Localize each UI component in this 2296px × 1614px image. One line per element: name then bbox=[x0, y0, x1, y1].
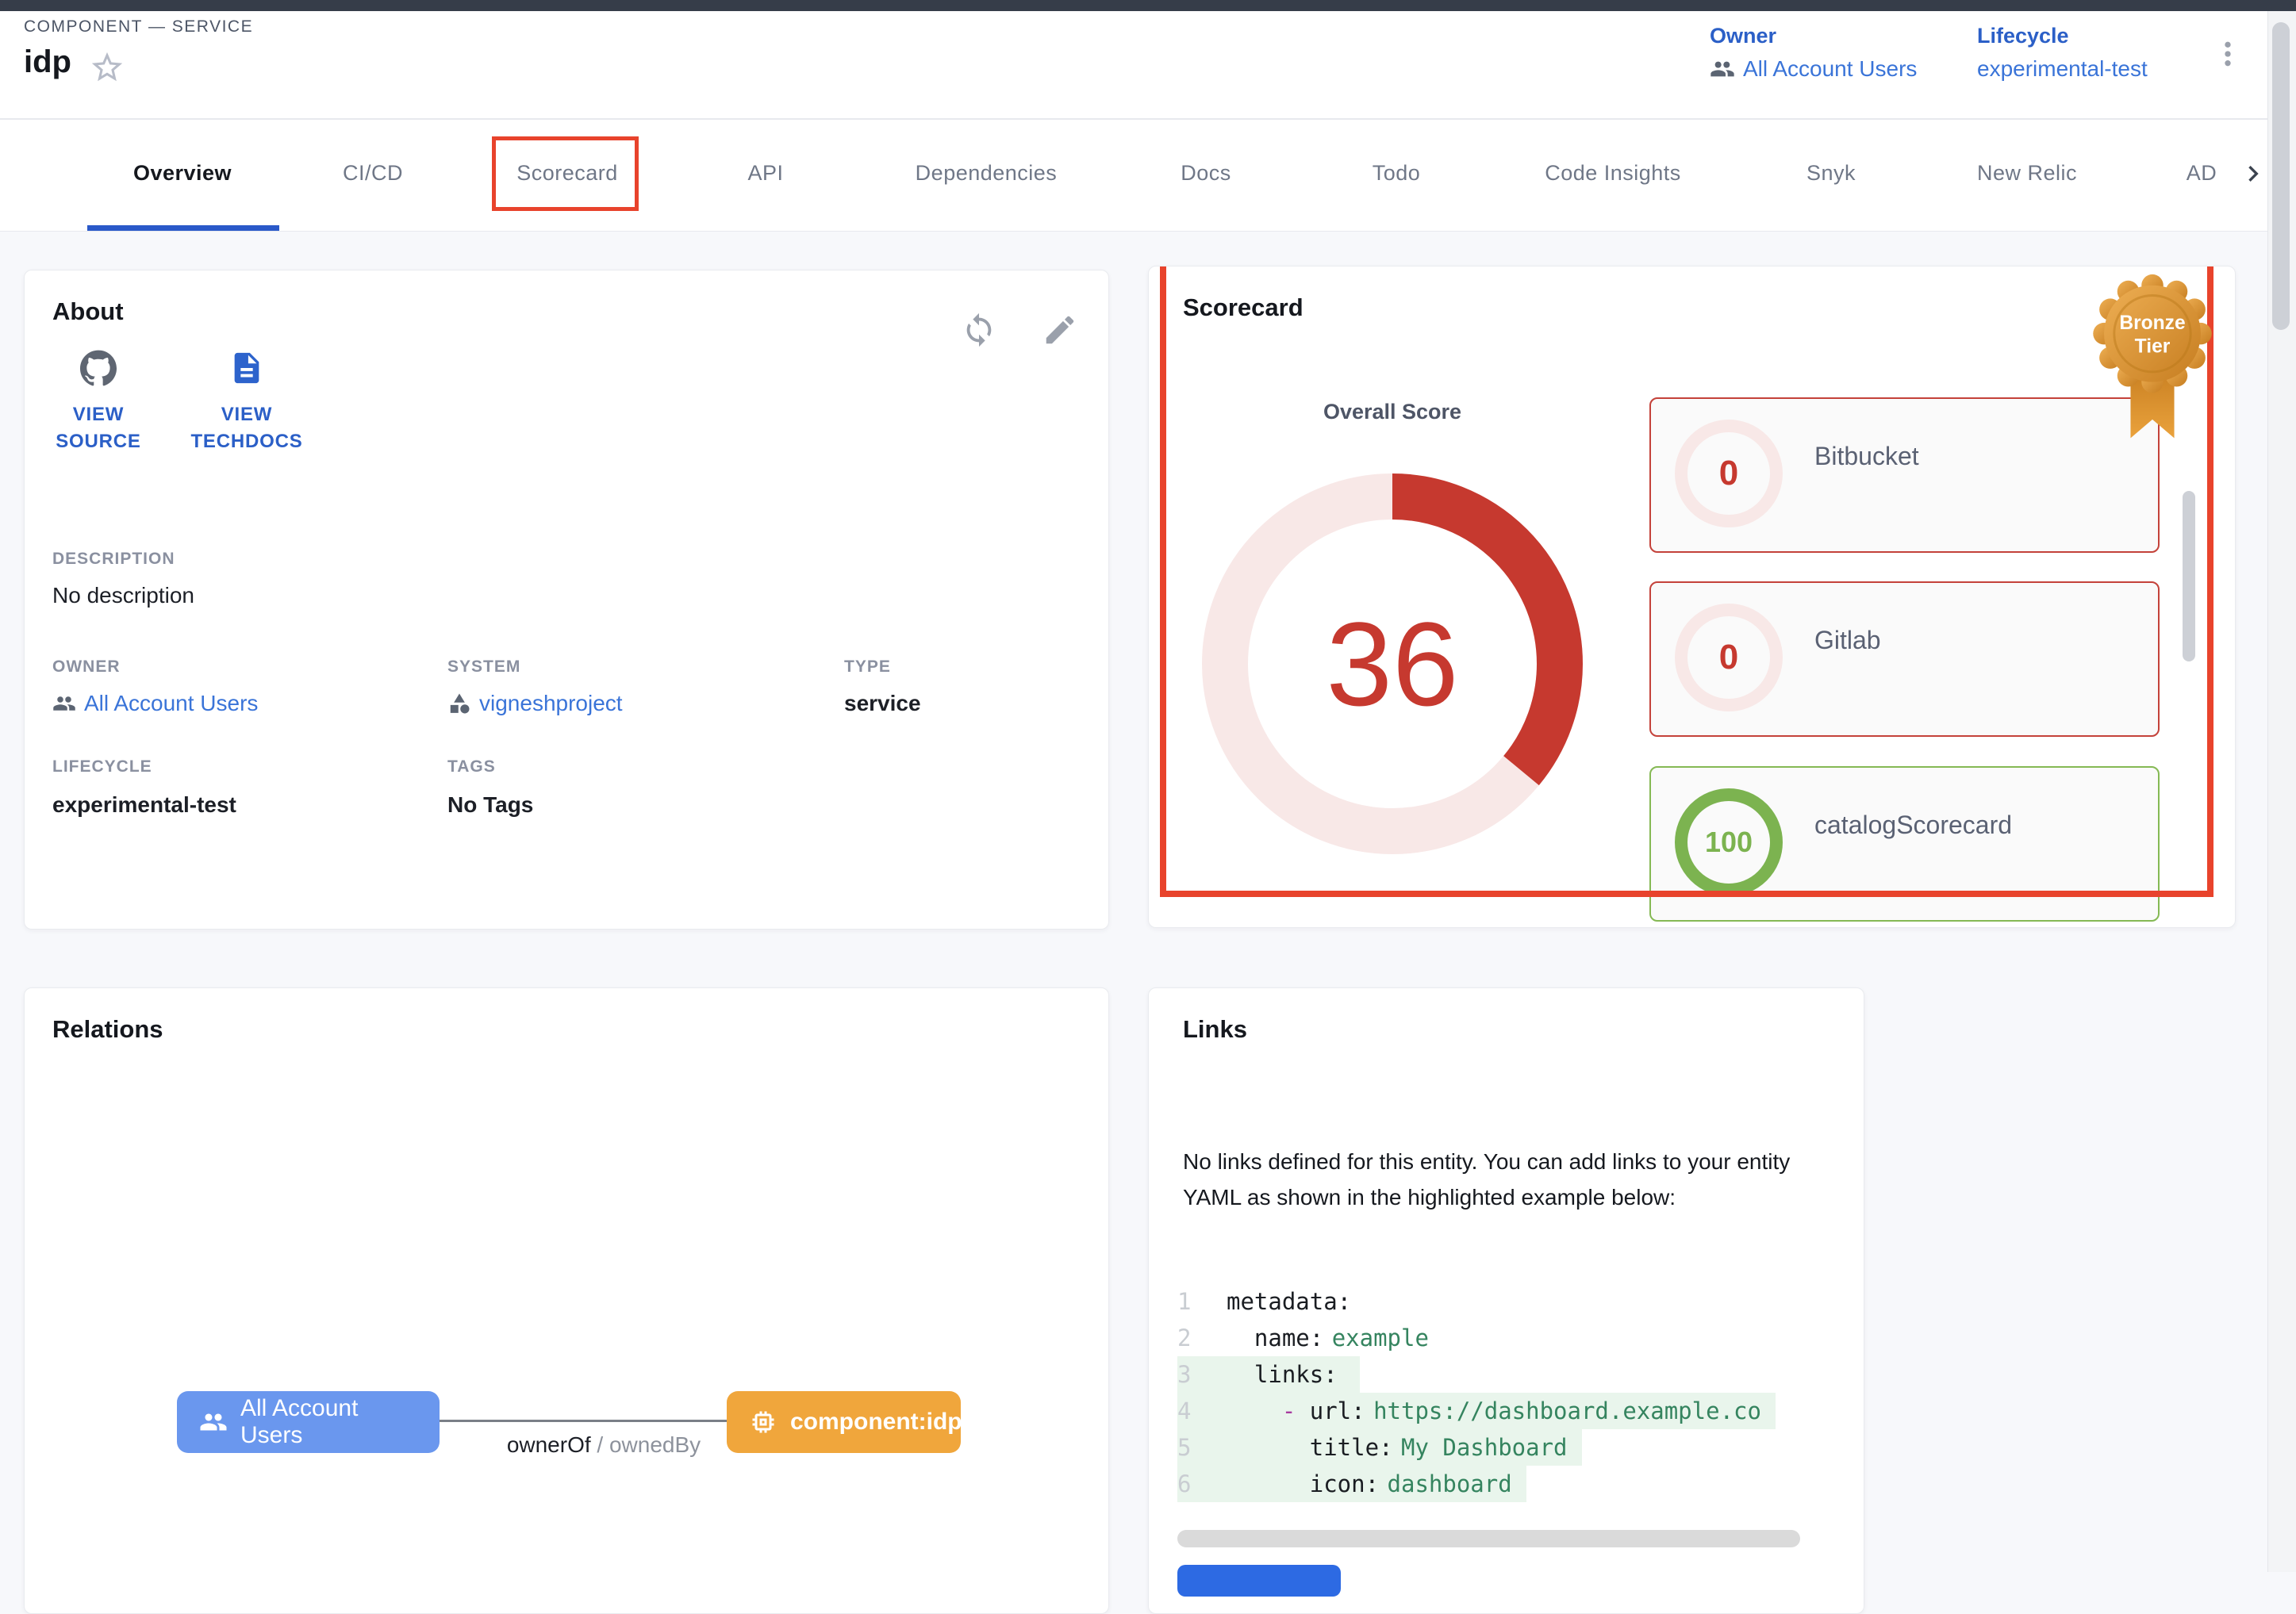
lifecycle-field-label: LIFECYCLE bbox=[52, 757, 152, 776]
catalogscorecard-check-name: catalogScorecard bbox=[1814, 811, 2013, 839]
active-tab-indicator bbox=[87, 225, 279, 231]
relation-edge-label: ownerOf / ownedBy bbox=[506, 1432, 701, 1457]
people-icon bbox=[53, 696, 75, 711]
overall-score-label: Overall Score bbox=[1323, 400, 1462, 424]
code-line-highlighted: 3 links: bbox=[1177, 1356, 1848, 1393]
memory-chip-icon bbox=[752, 1411, 774, 1433]
scorecard-title: Scorecard bbox=[1183, 293, 1303, 321]
tab-new-relic[interactable]: New Relic bbox=[1976, 161, 2078, 185]
owner-link[interactable]: All Account Users bbox=[1710, 56, 1917, 82]
tags-field-value: No Tags bbox=[447, 792, 534, 817]
owner-field-link[interactable]: All Account Users bbox=[52, 691, 258, 716]
scorecard-card: Scorecard Overall Score 36 0 Bitbucket 0… bbox=[1148, 266, 2236, 928]
tab-docs[interactable]: Docs bbox=[1181, 161, 1231, 185]
code-line: 1 metadata: bbox=[1177, 1288, 1352, 1315]
overall-score-donut bbox=[1202, 473, 1583, 854]
tab-dependencies[interactable]: Dependencies bbox=[915, 161, 1058, 185]
tab-scorecard[interactable]: Scorecard bbox=[516, 161, 618, 185]
tab-ad-truncated[interactable]: AD bbox=[2186, 161, 2217, 185]
bitbucket-score-ring: 0 bbox=[1675, 420, 1783, 527]
links-title: Links bbox=[1183, 1015, 1247, 1043]
page-title: idp bbox=[24, 44, 71, 79]
links-card: Links No links defined for this entity. … bbox=[1148, 987, 1864, 1614]
view-techdocs-label: VIEW TECHDOCS bbox=[190, 404, 303, 452]
github-icon bbox=[80, 350, 117, 386]
code-horizontal-scrollbar[interactable] bbox=[1177, 1530, 1800, 1547]
checks-list-scrollbar[interactable] bbox=[2183, 491, 2195, 661]
badge-line1: Bronze bbox=[2119, 312, 2185, 334]
tab-snyk[interactable]: Snyk bbox=[1806, 161, 1856, 185]
owner-field-label: OWNER bbox=[52, 657, 121, 676]
header-lifecycle-block: Lifecycle experimental-test bbox=[1977, 24, 2148, 82]
breadcrumb: COMPONENT — SERVICE bbox=[24, 17, 254, 36]
view-source-link[interactable]: VIEW SOURCE bbox=[31, 350, 166, 455]
lifecycle-field-value: experimental-test bbox=[52, 792, 236, 817]
badge-line2: Tier bbox=[2135, 335, 2171, 357]
view-techdocs-link[interactable]: VIEW TECHDOCS bbox=[171, 350, 322, 455]
type-field-value: service bbox=[844, 691, 921, 715]
more-options-kebab-icon[interactable] bbox=[2212, 32, 2244, 76]
relation-node-component-idp[interactable]: component:idp bbox=[727, 1391, 962, 1453]
view-source-label: VIEW SOURCE bbox=[56, 404, 141, 452]
target-chip-label: component:idp bbox=[790, 1409, 962, 1435]
page-scrollbar-thumb[interactable] bbox=[2272, 22, 2290, 330]
people-icon bbox=[200, 1413, 227, 1431]
gitlab-score-ring: 0 bbox=[1675, 604, 1783, 711]
owner-value: All Account Users bbox=[1743, 56, 1918, 81]
window-top-bar bbox=[0, 0, 2296, 11]
tab-code-insights[interactable]: Code Insights bbox=[1545, 161, 1681, 185]
tags-field-label: TAGS bbox=[447, 757, 496, 776]
system-category-icon bbox=[450, 693, 470, 714]
entity-header bbox=[0, 11, 2296, 120]
type-field-label: TYPE bbox=[844, 657, 891, 676]
overall-score-value: 36 bbox=[1326, 596, 1459, 730]
relation-edge-line bbox=[440, 1420, 727, 1422]
code-line-highlighted: 4 - url: https://dashboard.example.co bbox=[1177, 1393, 1848, 1429]
relations-card: Relations All Account Users ownerOf / ow… bbox=[24, 987, 1109, 1614]
people-icon bbox=[1710, 61, 1734, 77]
tab-todo[interactable]: Todo bbox=[1372, 161, 1421, 185]
tab-api[interactable]: API bbox=[747, 161, 784, 185]
refresh-icon[interactable] bbox=[961, 312, 997, 348]
code-line-highlighted: 5 title: My Dashboard bbox=[1177, 1429, 1848, 1466]
about-title: About bbox=[52, 297, 124, 325]
check-card-bitbucket[interactable]: 0 Bitbucket bbox=[1649, 397, 2160, 553]
favorite-star-icon[interactable] bbox=[89, 49, 125, 86]
description-label: DESCRIPTION bbox=[52, 550, 175, 568]
bronze-tier-badge: Bronze Tier bbox=[2089, 271, 2216, 458]
tab-overview[interactable]: Overview bbox=[132, 161, 232, 185]
system-field-label: SYSTEM bbox=[447, 657, 521, 676]
relation-node-all-account-users[interactable]: All Account Users bbox=[177, 1391, 440, 1453]
tab-cicd[interactable]: CI/CD bbox=[343, 161, 403, 185]
tab-bar: Overview CI/CD Scorecard API Dependencie… bbox=[0, 120, 2296, 232]
gitlab-check-name: Gitlab bbox=[1814, 626, 1881, 654]
chevron-right-icon[interactable] bbox=[2237, 158, 2269, 190]
code-line: 2 name: example bbox=[1177, 1325, 1429, 1351]
owner-label: Owner bbox=[1710, 24, 1777, 48]
links-action-button-clipped[interactable] bbox=[1177, 1565, 1341, 1597]
bitbucket-check-name: Bitbucket bbox=[1814, 442, 1919, 470]
edit-pencil-icon[interactable] bbox=[1042, 312, 1078, 348]
check-card-gitlab[interactable]: 0 Gitlab bbox=[1649, 581, 2160, 737]
header-owner-block: Owner All Account Users bbox=[1710, 24, 1917, 82]
lifecycle-value: experimental-test bbox=[1977, 56, 2148, 81]
links-empty-message: No links defined for this entity. You ca… bbox=[1183, 1149, 1791, 1210]
description-value: No description bbox=[52, 583, 194, 608]
lifecycle-label: Lifecycle bbox=[1977, 24, 2069, 48]
techdocs-document-icon bbox=[228, 350, 265, 386]
source-chip-label: All Account Users bbox=[240, 1395, 359, 1448]
about-card: About VIEW SOURCE VIEW TECHDOCS DESCRIPT… bbox=[24, 270, 1109, 930]
code-line-highlighted: 6 icon: dashboard bbox=[1177, 1466, 1848, 1502]
relations-title: Relations bbox=[52, 1015, 163, 1043]
yaml-example-code-block: 1 metadata: 2 name: example 3 links: 4 - u… bbox=[1177, 1283, 1848, 1502]
check-card-catalogscorecard[interactable]: 100 catalogScorecard bbox=[1649, 766, 2160, 922]
system-field-link[interactable]: vigneshproject bbox=[447, 691, 623, 716]
catalogscorecard-score-ring: 100 bbox=[1675, 788, 1783, 896]
